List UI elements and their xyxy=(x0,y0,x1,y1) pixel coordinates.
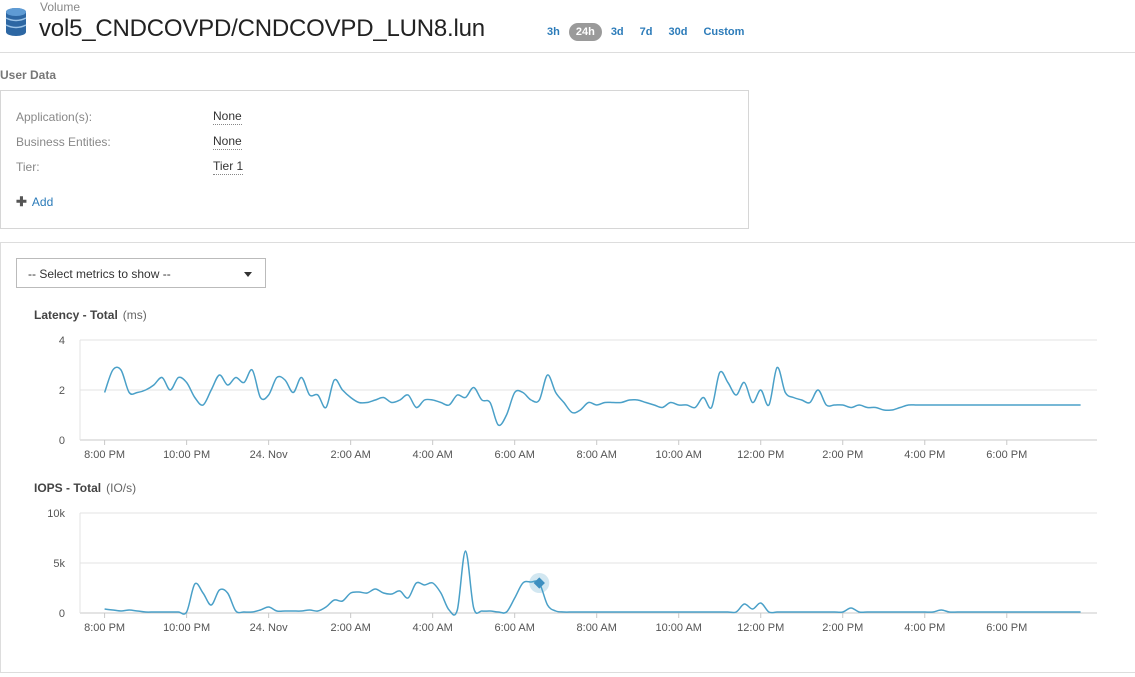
latency-x-tick-label: 4:00 PM xyxy=(904,449,945,460)
latency-x-tick-label: 2:00 PM xyxy=(822,449,863,460)
metrics-select[interactable]: -- Select metrics to show -- xyxy=(16,258,266,288)
latency-chart-title: Latency - Total (ms) xyxy=(34,308,147,322)
latency-x-tick-label: 2:00 AM xyxy=(330,449,370,460)
latency-y-tick-label: 2 xyxy=(59,385,65,397)
iops-chart: 0 5k 10k 8:00 PM 10:00 PM 24. Nov 2:00 AM 4:00 … xyxy=(47,508,1097,633)
iops-x-tick-label: 8:00 PM xyxy=(84,622,125,633)
add-label: Add xyxy=(31,195,54,209)
iops-x-tick-label: 10:00 AM xyxy=(655,622,701,633)
iops-x-tick-label: 4:00 PM xyxy=(904,622,945,633)
iops-x-tick-label: 10:00 PM xyxy=(163,622,210,633)
latency-x-tick-label: 4:00 AM xyxy=(412,449,452,460)
latency-x-tick-label: 10:00 AM xyxy=(655,449,701,460)
business-entities-label: Business Entities: xyxy=(16,135,111,149)
range-7d[interactable]: 7d xyxy=(639,26,653,38)
range-3h[interactable]: 3h xyxy=(547,26,560,38)
range-30d[interactable]: 30d xyxy=(668,26,688,38)
latency-x-tick-label: 24. Nov xyxy=(250,449,288,460)
iops-y-tick-label: 5k xyxy=(53,558,65,570)
metrics-panel xyxy=(0,242,1135,673)
page-title: vol5_CNDCOVPD/CNDCOVPD_LUN8.lun xyxy=(39,15,485,42)
range-3d[interactable]: 3d xyxy=(610,26,624,38)
object-type: Volume xyxy=(40,0,81,14)
latency-y-tick-label: 0 xyxy=(59,435,65,447)
latency-y-tick-label: 4 xyxy=(59,335,65,347)
iops-x-tick-label: 2:00 PM xyxy=(822,622,863,633)
tier-label: Tier: xyxy=(16,160,40,174)
latency-x-tick-label: 12:00 PM xyxy=(737,449,784,460)
tier-value[interactable]: Tier 1 xyxy=(213,159,244,175)
iops-chart-title: IOPS - Total (IO/s) xyxy=(34,481,136,495)
iops-x-tick-label: 6:00 AM xyxy=(495,622,535,633)
iops-x-tick-label: 4:00 AM xyxy=(412,622,452,633)
latency-x-tick-label: 10:00 PM xyxy=(163,449,210,460)
metrics-select-label: -- Select metrics to show -- xyxy=(28,267,171,281)
iops-y-tick-label: 0 xyxy=(59,608,65,620)
iops-y-tick-label: 10k xyxy=(47,508,65,520)
range-24h[interactable]: 24h xyxy=(568,23,602,41)
latency-title-text: Latency - Total xyxy=(34,308,118,322)
time-range-selector: 3h 24h 3d 7d 30d Custom xyxy=(540,23,753,41)
applications-value[interactable]: None xyxy=(213,109,242,125)
latency-chart: 0 2 4 8:00 PM 10:00 PM 24. Nov 2:00 AM 4:00 AM 6… xyxy=(59,335,1097,460)
latency-x-tick-label: 8:00 PM xyxy=(84,449,125,460)
latency-x-tick-label: 6:00 PM xyxy=(986,449,1027,460)
iops-x-tick-label: 2:00 AM xyxy=(330,622,370,633)
latency-x-tick-label: 6:00 AM xyxy=(495,449,535,460)
business-entities-value[interactable]: None xyxy=(213,134,242,150)
latency-series-line xyxy=(103,366,1081,427)
user-data-title: User Data xyxy=(0,68,57,82)
iops-x-tick-label: 8:00 AM xyxy=(577,622,617,633)
iops-series-line xyxy=(104,550,1081,616)
database-icon xyxy=(5,8,27,36)
iops-title-text: IOPS - Total xyxy=(34,481,102,495)
iops-x-tick-label: 24. Nov xyxy=(250,622,288,633)
add-button[interactable]: ✚ Add xyxy=(16,194,53,210)
iops-x-tick-label: 12:00 PM xyxy=(737,622,784,633)
latency-x-tick-label: 8:00 AM xyxy=(577,449,617,460)
plus-icon: ✚ xyxy=(16,194,27,209)
applications-label: Application(s): xyxy=(16,110,93,124)
page-header: Volume vol5_CNDCOVPD/CNDCOVPD_LUN8.lun 3… xyxy=(0,0,1135,53)
user-data-panel: Application(s): None Business Entities: … xyxy=(0,90,749,229)
iops-unit: (IO/s) xyxy=(106,481,137,495)
iops-x-tick-label: 6:00 PM xyxy=(986,622,1027,633)
latency-unit: (ms) xyxy=(122,308,147,322)
chevron-down-icon xyxy=(244,272,252,277)
range-custom[interactable]: Custom xyxy=(703,26,745,38)
